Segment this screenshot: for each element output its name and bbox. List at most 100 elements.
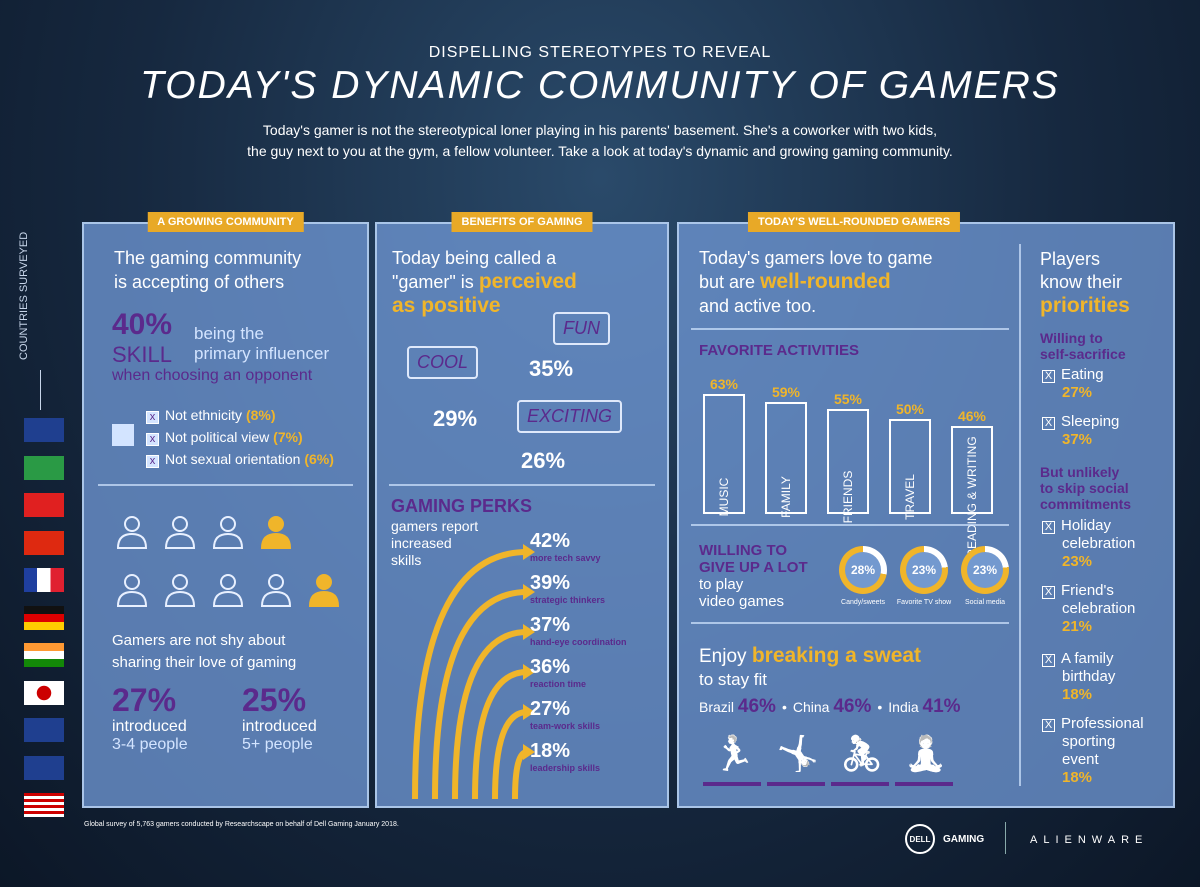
pct: 27% xyxy=(112,682,177,718)
label: A family xyxy=(1061,650,1114,667)
label: Not sexual orientation xyxy=(165,451,301,467)
text: gamers report xyxy=(391,518,479,534)
pct: 41% xyxy=(922,696,961,717)
text: increased xyxy=(391,535,452,551)
stretching-icon: 🧘 xyxy=(904,735,948,773)
pct: 18% xyxy=(1062,769,1093,786)
section-tag: A GROWING COMMUNITY xyxy=(147,212,304,232)
label: Professional xyxy=(1061,715,1144,732)
pct: 21% xyxy=(1062,618,1093,635)
box-icon xyxy=(112,424,134,446)
x-checkbox-icon: X xyxy=(1042,719,1055,732)
pct: 18% xyxy=(530,740,571,762)
sub: 5+ people xyxy=(242,736,313,753)
pct: 46% xyxy=(737,696,776,717)
flag-canada-icon xyxy=(24,493,64,517)
bar-value: 50% xyxy=(895,400,925,417)
pct: 23% xyxy=(972,563,998,577)
text: Willing to xyxy=(1040,330,1103,346)
flag-india-icon xyxy=(24,643,64,667)
text: But unlikely xyxy=(1040,464,1120,480)
pct: 28% xyxy=(850,563,876,577)
alienware-logo: ALIENWARE xyxy=(1030,834,1149,846)
text: commitments xyxy=(1040,496,1132,512)
x-checkbox-icon: X xyxy=(1042,370,1055,383)
social-item: X A family birthday 18% xyxy=(1042,650,1115,704)
text: WILLING TO xyxy=(699,542,788,559)
exciting-bubble: EXCITING xyxy=(517,400,623,433)
label: celebration xyxy=(1062,600,1136,617)
text: when choosing an opponent xyxy=(112,367,313,384)
label: more tech savvy xyxy=(530,553,601,563)
arrow-head xyxy=(523,744,535,760)
label: Not ethnicity xyxy=(165,407,243,423)
bar-value: 59% xyxy=(771,383,801,400)
heading: Today's gamers love to game xyxy=(699,248,933,268)
sacrifice-item: X Eating 27% xyxy=(1042,366,1104,402)
text: GIVE UP A LOT xyxy=(699,559,808,576)
label: Favorite TV show xyxy=(896,599,952,606)
perk-arrow xyxy=(432,589,528,800)
heading: The gaming community xyxy=(114,248,302,268)
gaming-label: GAMING xyxy=(943,834,985,845)
arrow-head xyxy=(523,584,535,600)
flag-united-states-icon xyxy=(24,793,64,817)
label: introduced xyxy=(112,718,187,735)
flag-germany-icon xyxy=(24,605,64,630)
text: Gamers are not shy about xyxy=(112,632,286,649)
label: team-work skills xyxy=(530,721,601,731)
x-checkbox-icon: x xyxy=(146,455,159,468)
perk-item: 39% strategic thinkers xyxy=(530,572,605,605)
text: being the xyxy=(194,324,264,343)
label: Not political view xyxy=(165,429,270,445)
label: sporting xyxy=(1062,733,1116,750)
benefits-panel: BENEFITS OF GAMING Today being called a … xyxy=(375,212,669,808)
arrow-head xyxy=(523,544,535,560)
intro-stat-1: 27% introduced 3-4 people xyxy=(112,682,188,754)
not-item: x Not political view (7%) xyxy=(146,426,334,448)
bar-value: 55% xyxy=(833,391,863,408)
pct: (6%) xyxy=(304,451,334,467)
well-rounded-panel: TODAY'S WELL-ROUNDED GAMERS Today's game… xyxy=(677,212,1175,808)
give-up-ring: 23% xyxy=(900,546,948,594)
pct: 23% xyxy=(911,563,937,577)
dell-logo: DELL xyxy=(905,824,935,854)
country: India xyxy=(888,699,919,715)
cool-bubble: COOL xyxy=(407,346,479,379)
highlight: breaking a sweat xyxy=(751,644,922,667)
not-item: x Not sexual orientation (6%) xyxy=(146,448,334,470)
label: Eating xyxy=(1061,366,1104,383)
text: to skip social xyxy=(1040,480,1129,496)
growing-community-panel: A GROWING COMMUNITY The gaming community… xyxy=(82,212,369,808)
pct: 27% xyxy=(1062,384,1093,401)
heading: Today being called a xyxy=(392,248,557,268)
label: Holiday xyxy=(1061,517,1112,534)
heading: and active too. xyxy=(699,296,817,316)
flag-new-zealand-icon xyxy=(24,718,64,742)
person-icon xyxy=(116,516,148,549)
running-icon: 🏃 xyxy=(712,735,756,773)
bar-travel: TRAVEL xyxy=(889,418,931,520)
text: to play xyxy=(699,576,744,593)
person-icon xyxy=(212,516,244,549)
label: strategic thinkers xyxy=(530,595,606,605)
bar-value: 46% xyxy=(957,408,987,425)
bar-reading-writing: READING & WRITING xyxy=(951,426,993,558)
perk-arrow xyxy=(452,629,528,800)
logo-text: DELL xyxy=(909,834,931,844)
divider xyxy=(40,370,41,410)
pct: (7%) xyxy=(273,429,303,445)
give-up-ring: 23% xyxy=(961,546,1009,594)
page-title: TODAY'S DYNAMIC COMMUNITY OF GAMERS xyxy=(140,64,1060,107)
exciting-pct: 26% xyxy=(521,448,566,473)
social-item: X Professional sporting event 18% xyxy=(1042,715,1144,787)
x-checkbox-icon: X xyxy=(1042,521,1055,534)
perk-item: 36% reaction time xyxy=(530,656,586,689)
pct: 36% xyxy=(530,656,571,678)
label: Sleeping xyxy=(1061,413,1120,430)
text: video games xyxy=(699,593,785,610)
label: introduced xyxy=(242,718,317,735)
perk-item: 42% more tech savvy xyxy=(530,530,601,563)
underline xyxy=(767,782,825,786)
label: leadership skills xyxy=(530,763,601,773)
